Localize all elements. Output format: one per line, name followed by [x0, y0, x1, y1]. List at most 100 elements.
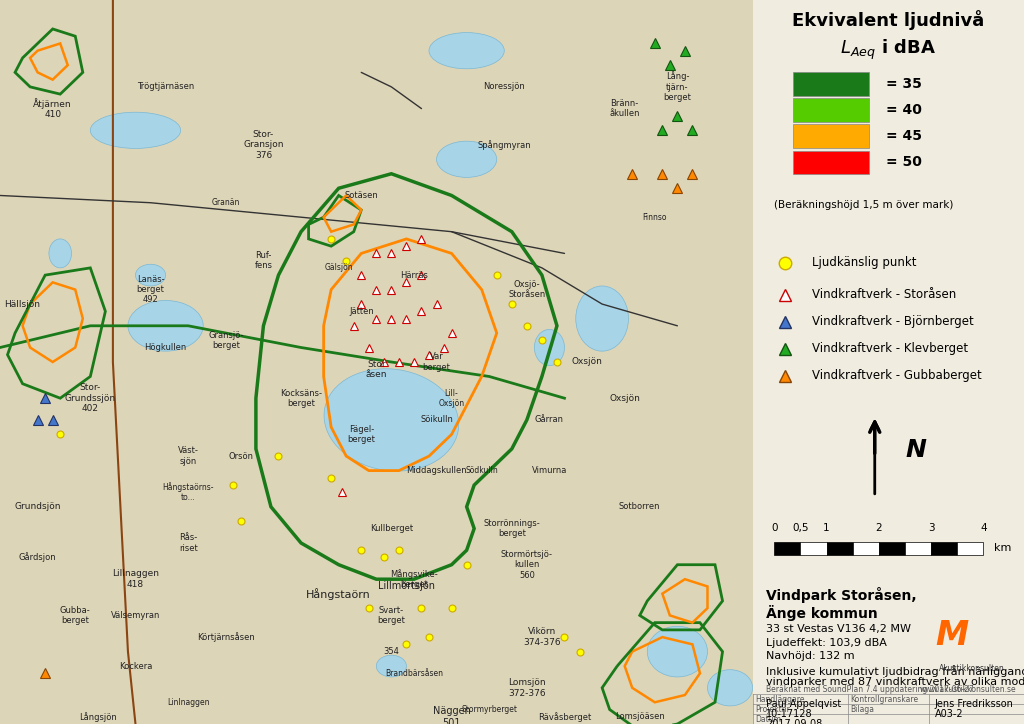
Ellipse shape — [436, 141, 497, 177]
Text: Oxsjö-
Storåsen: Oxsjö- Storåsen — [508, 280, 546, 299]
Bar — [794, 125, 869, 148]
Text: Stormyrberget: Stormyrberget — [461, 705, 517, 714]
Ellipse shape — [647, 626, 708, 677]
Text: Ruf-
fens: Ruf- fens — [254, 251, 272, 270]
Text: Södkulln: Södkulln — [465, 466, 498, 475]
Ellipse shape — [429, 33, 504, 69]
Text: Vindpark Storåsen,: Vindpark Storåsen, — [766, 587, 916, 603]
Text: A03-2: A03-2 — [935, 710, 964, 719]
Text: Jätten: Jätten — [349, 307, 374, 316]
Text: km: km — [994, 544, 1012, 553]
Text: Grundsjön: Grundsjön — [14, 502, 60, 511]
Text: Gårran: Gårran — [535, 416, 564, 424]
Text: 10-17128: 10-17128 — [766, 710, 813, 719]
Text: Navhöjd: 132 m: Navhöjd: 132 m — [766, 651, 855, 660]
Text: Oxsjön: Oxsjön — [571, 358, 602, 366]
Text: Stor-
Gransjon
376: Stor- Gransjon 376 — [243, 130, 284, 160]
Text: Hångstaörn: Hångstaörn — [306, 588, 371, 599]
Text: Projektnr: Projektnr — [756, 705, 791, 714]
Text: Lillmörtsjön: Lillmörtsjön — [378, 581, 435, 592]
Text: Åtjärnen
410: Åtjärnen 410 — [34, 98, 72, 119]
Text: Lomsjön
372-376: Lomsjön 372-376 — [508, 678, 546, 697]
Text: Stor
åsen: Stor åsen — [366, 360, 387, 379]
Ellipse shape — [324, 369, 459, 471]
Text: Rävåsberget: Rävåsberget — [538, 712, 591, 722]
Text: Vindkraftverk - Storåsen: Vindkraftverk - Storåsen — [812, 288, 956, 301]
Bar — [905, 542, 931, 555]
Text: vindparker med 87 vindkraftverk av olika modell.: vindparker med 87 vindkraftverk av olika… — [766, 678, 1024, 687]
Bar — [879, 542, 905, 555]
Text: Näggen
501: Näggen 501 — [433, 706, 470, 724]
Text: Hällsjön: Hällsjön — [4, 300, 41, 308]
Text: Fägel-
berget: Fägel- berget — [347, 425, 375, 444]
Text: Stor-
Grundssjön
402: Stor- Grundssjön 402 — [65, 383, 116, 413]
Text: Änge kommun: Änge kommun — [766, 605, 878, 621]
Text: $L_{Aeq}$ i dBA: $L_{Aeq}$ i dBA — [841, 38, 936, 62]
Text: Gälsjön: Gälsjön — [325, 264, 353, 272]
Text: Paul Appelqvist: Paul Appelqvist — [766, 699, 842, 710]
Text: = 50: = 50 — [886, 156, 922, 169]
Text: Lill-
Oxsjön: Lill- Oxsjön — [438, 389, 465, 408]
Text: Datum: Datum — [756, 715, 781, 724]
Text: = 35: = 35 — [886, 77, 922, 90]
Text: Sotborren: Sotborren — [618, 502, 660, 511]
Text: Var
berget: Var berget — [423, 353, 451, 371]
Text: Trögtjärnäsen: Trögtjärnäsen — [137, 83, 195, 91]
Text: Sotäsen: Sotäsen — [344, 191, 378, 200]
Text: Finnso: Finnso — [642, 213, 667, 222]
Text: Väst-
sjön: Väst- sjön — [178, 447, 199, 466]
Bar — [794, 72, 869, 96]
Text: Akustikkonsulten: Akustikkonsulten — [939, 665, 1005, 673]
Text: Bränn-
åkullen: Bränn- åkullen — [609, 99, 640, 118]
Bar — [794, 98, 869, 122]
Text: 0,5: 0,5 — [793, 523, 809, 534]
Ellipse shape — [135, 264, 166, 286]
Text: Handläggare: Handläggare — [756, 695, 805, 704]
Bar — [801, 542, 826, 555]
Text: Vikörn
374-376: Vikörn 374-376 — [523, 628, 561, 647]
Text: Välsemyran: Välsemyran — [111, 611, 160, 620]
Text: 33 st Vestas V136 4,2 MW: 33 st Vestas V136 4,2 MW — [766, 624, 911, 634]
Text: Rås-
riset: Rås- riset — [179, 534, 198, 552]
Text: Granän: Granän — [212, 198, 240, 207]
Text: Svart-
berget: Svart- berget — [378, 606, 406, 625]
Text: Vindkraftverk - Björnberget: Vindkraftverk - Björnberget — [812, 315, 974, 328]
Text: Bilaga: Bilaga — [850, 705, 874, 714]
Bar — [931, 542, 957, 555]
Text: Ljudkänslig punkt: Ljudkänslig punkt — [812, 256, 916, 269]
Bar — [826, 542, 853, 555]
Ellipse shape — [90, 112, 180, 148]
Text: Kullberget: Kullberget — [370, 524, 413, 533]
Ellipse shape — [708, 670, 753, 706]
Text: www.akustikkonsulten.se: www.akustikkonsulten.se — [920, 684, 1016, 694]
Text: Lillnaggen
418: Lillnaggen 418 — [112, 570, 159, 589]
Ellipse shape — [575, 286, 629, 351]
Text: Linlnaggen: Linlnaggen — [167, 698, 210, 707]
Text: Noressjön: Noressjön — [483, 83, 525, 91]
Text: Kocksäns-
berget: Kocksäns- berget — [280, 389, 323, 408]
Text: Orsön: Orsön — [228, 452, 253, 460]
Text: Vindkraftverk - Klevberget: Vindkraftverk - Klevberget — [812, 342, 969, 355]
Text: Oxsjön: Oxsjön — [609, 394, 640, 403]
Text: 4: 4 — [980, 523, 986, 534]
Text: = 45: = 45 — [886, 129, 922, 143]
Text: 1: 1 — [823, 523, 829, 534]
Text: Ljudeffekt: 103,9 dBA: Ljudeffekt: 103,9 dBA — [766, 638, 887, 648]
Text: 2: 2 — [876, 523, 882, 534]
Ellipse shape — [128, 300, 203, 351]
Text: Lång-
tjärn-
berget: Lång- tjärn- berget — [664, 72, 691, 102]
Text: Middagskullen: Middagskullen — [407, 466, 467, 475]
Text: Gårdsjon: Gårdsjon — [18, 552, 56, 563]
Text: M: M — [935, 619, 968, 652]
Text: Vimurna: Vimurna — [531, 466, 567, 475]
Text: Långsjön: Långsjön — [79, 712, 117, 722]
Text: Vindkraftverk - Gubbaberget: Vindkraftverk - Gubbaberget — [812, 369, 982, 382]
Bar — [853, 542, 879, 555]
Text: Körtjärnsåsen: Körtjärnsåsen — [197, 632, 255, 642]
Text: Hångstaörns-
to...: Hångstaörns- to... — [163, 482, 214, 502]
Text: Beräknat med SoundPlan 7.4 uppdatering 2017-06-27: Beräknat med SoundPlan 7.4 uppdatering 2… — [766, 684, 974, 694]
Text: Lanäs-
berget
492: Lanäs- berget 492 — [136, 274, 165, 305]
Text: Inklusive kumulativt ljudbidrag från närliggande: Inklusive kumulativt ljudbidrag från när… — [766, 665, 1024, 677]
Text: Gransjö-
berget: Gransjö- berget — [208, 331, 244, 350]
Text: Storrönnings-
berget: Storrönnings- berget — [483, 519, 541, 538]
